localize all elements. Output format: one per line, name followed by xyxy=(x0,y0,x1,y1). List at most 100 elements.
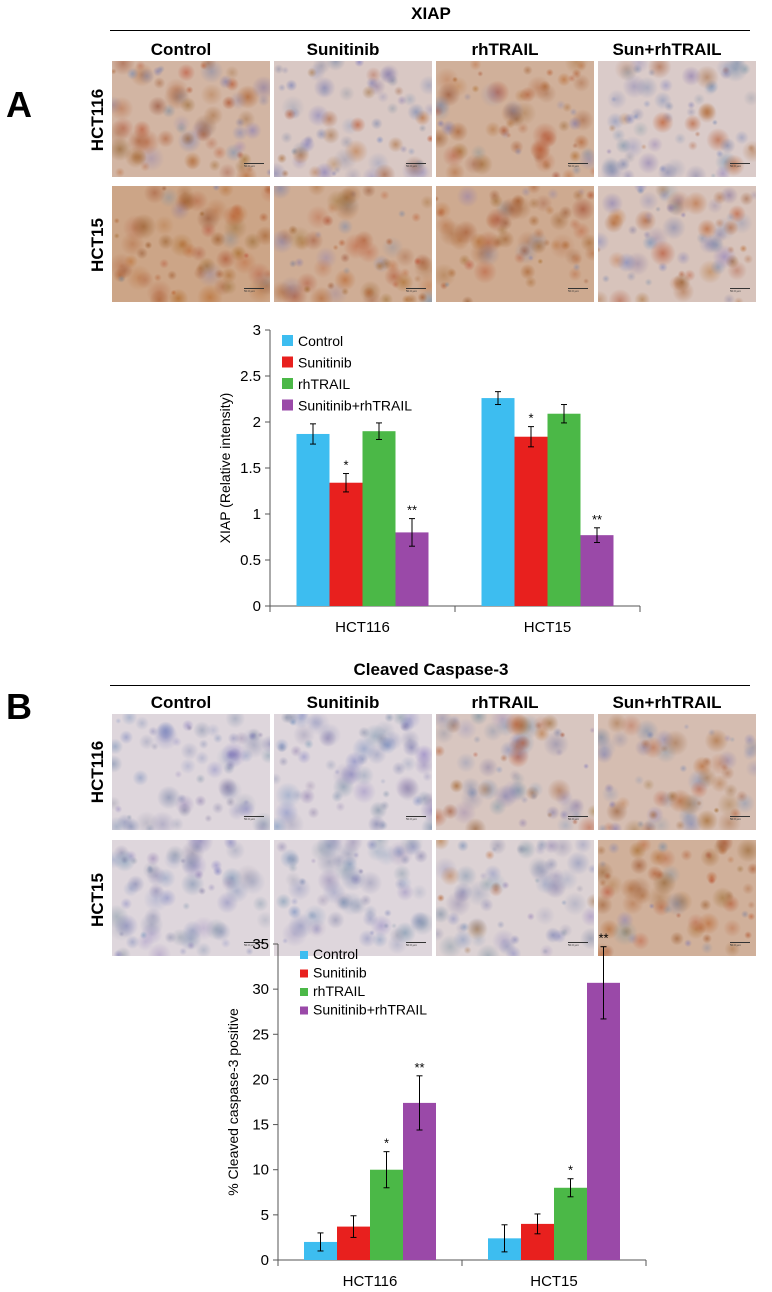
scale-bar: 50.0 µm xyxy=(568,288,588,294)
micrograph-xiap-1-3: 50.0 µm xyxy=(598,186,756,302)
legend-label: Control xyxy=(313,946,358,962)
legend-label: Sunitinib+rhTRAIL xyxy=(298,398,412,414)
micrograph-xiap-0-2: 50.0 µm xyxy=(436,61,594,177)
micrograph-casp3-0-2: 50.0 µm xyxy=(436,714,594,830)
scale-bar: 50.0 µm xyxy=(406,163,426,169)
y-tick-label: 15 xyxy=(252,1117,269,1134)
y-tick-label: 1.5 xyxy=(240,460,261,477)
panel-a-col-control: Control xyxy=(150,40,212,59)
scale-bar: 50.0 µm xyxy=(730,942,750,948)
panel-b-col-control: Control xyxy=(150,693,212,712)
micrograph-casp3-0-1: 50.0 µm xyxy=(274,714,432,830)
panel-b-title: Cleaved Caspase-3 xyxy=(353,660,509,679)
bar-sunitinib xyxy=(329,482,363,606)
panel-a-col-rhtrail: rhTRAIL xyxy=(471,40,539,59)
scale-bar: 50.0 µm xyxy=(244,163,264,169)
scale-bar: 50.0 µm xyxy=(244,942,264,948)
legend-label: rhTRAIL xyxy=(313,983,365,999)
significance-marker: ** xyxy=(407,503,417,518)
panel-a-title: XIAP xyxy=(411,4,451,23)
y-tick-label: 20 xyxy=(252,1071,269,1088)
scale-bar: 50.0 µm xyxy=(244,816,264,822)
y-tick-label: 3 xyxy=(253,322,261,339)
panel-b-col-sunitinib: Sunitinib xyxy=(306,693,380,712)
micrograph-xiap-1-0: 50.0 µm xyxy=(112,186,270,302)
legend-label: Sunitinib xyxy=(298,355,352,371)
panel-b-title-rule xyxy=(110,685,750,686)
panel-a-col-sunitinib: Sunitinib xyxy=(306,40,380,59)
micrograph-xiap-1-2: 50.0 µm xyxy=(436,186,594,302)
legend-swatch xyxy=(300,951,308,959)
panel-a-title-rule xyxy=(110,30,750,31)
legend-swatch xyxy=(300,969,308,978)
scale-bar: 50.0 µm xyxy=(730,816,750,822)
scale-bar: 50.0 µm xyxy=(730,288,750,294)
legend-swatch xyxy=(282,356,293,368)
significance-marker: * xyxy=(384,1136,389,1151)
significance-marker: * xyxy=(568,1163,573,1178)
bar-sunitinib-rhtrail xyxy=(580,535,614,606)
micrograph-xiap-0-3: 50.0 µm xyxy=(598,61,756,177)
panel-b-letter: B xyxy=(6,686,32,727)
panel-a-col-combo: Sun+rhTRAIL xyxy=(612,40,722,59)
significance-marker: ** xyxy=(414,1060,424,1075)
legend-label: Sunitinib xyxy=(313,965,367,981)
significance-marker: ** xyxy=(598,931,608,946)
y-axis-label: % Cleaved caspase-3 positive xyxy=(225,1008,241,1196)
y-tick-label: 0 xyxy=(253,598,261,615)
scale-bar: 50.0 µm xyxy=(244,288,264,294)
significance-marker: * xyxy=(343,458,348,473)
y-tick-label: 0 xyxy=(261,1252,269,1269)
x-tick-label: HCT116 xyxy=(343,1273,398,1290)
y-tick-label: 5 xyxy=(261,1207,269,1224)
legend-label: Sunitinib+rhTRAIL xyxy=(313,1002,427,1018)
scale-bar: 50.0 µm xyxy=(406,942,426,948)
y-tick-label: 10 xyxy=(252,1162,269,1179)
y-tick-label: 2.5 xyxy=(240,368,261,385)
micrograph-casp3-0-3: 50.0 µm xyxy=(598,714,756,830)
micrograph-casp3-1-2: 50.0 µm xyxy=(436,840,594,956)
bar-sunitinib-rhtrail xyxy=(587,982,620,1260)
panel-a-letter: A xyxy=(6,84,32,125)
xiap-bar-chart: 0 0.5 1 1.5 2 2.5 3 XIAP (Relative intensity) HC… xyxy=(217,322,641,636)
y-tick-label: 35 xyxy=(252,936,269,953)
y-tick-label: 30 xyxy=(252,981,269,998)
y-axis-label: XIAP (Relative intensity) xyxy=(217,393,233,544)
y-tick-label: 2 xyxy=(253,414,261,431)
x-tick-label: HCT15 xyxy=(524,619,572,636)
significance-marker: ** xyxy=(592,512,602,527)
legend-swatch xyxy=(282,335,293,346)
legend-swatch xyxy=(282,399,293,411)
x-tick-label: HCT15 xyxy=(530,1273,578,1290)
y-tick-label: 0.5 xyxy=(240,552,261,569)
significance-marker: * xyxy=(528,411,533,426)
scale-bar: 50.0 µm xyxy=(568,163,588,169)
micrograph-xiap-0-1: 50.0 µm xyxy=(274,61,432,177)
legend-swatch xyxy=(300,988,308,996)
bar-control xyxy=(296,433,330,606)
scale-bar: 50.0 µm xyxy=(568,942,588,948)
bar-rhtrail xyxy=(362,431,396,606)
legend-swatch xyxy=(300,1006,308,1015)
y-tick-label: 1 xyxy=(253,506,261,523)
scale-bar: 50.0 µm xyxy=(568,816,588,822)
bar-control xyxy=(481,398,515,606)
legend-label: Control xyxy=(298,333,343,349)
scale-bar: 50.0 µm xyxy=(406,816,426,822)
bar-sunitinib xyxy=(514,436,548,606)
bar-rhtrail xyxy=(554,1187,587,1260)
micrograph-casp3-1-1: 50.0 µm xyxy=(274,840,432,956)
micrograph-xiap-1-1: 50.0 µm xyxy=(274,186,432,302)
legend-swatch xyxy=(282,378,293,389)
panel-b-col-combo: Sun+rhTRAIL xyxy=(612,693,722,712)
scale-bar: 50.0 µm xyxy=(406,288,426,294)
micrograph-casp3-1-3: 50.0 µm xyxy=(598,840,756,956)
x-tick-label: HCT116 xyxy=(335,619,390,636)
micrograph-casp3-0-0: 50.0 µm xyxy=(112,714,270,830)
legend-label: rhTRAIL xyxy=(298,376,350,392)
bar-rhtrail xyxy=(547,413,581,606)
micrograph-xiap-0-0: 50.0 µm xyxy=(112,61,270,177)
panel-b-col-rhtrail: rhTRAIL xyxy=(471,693,539,712)
y-tick-label: 25 xyxy=(252,1026,269,1043)
